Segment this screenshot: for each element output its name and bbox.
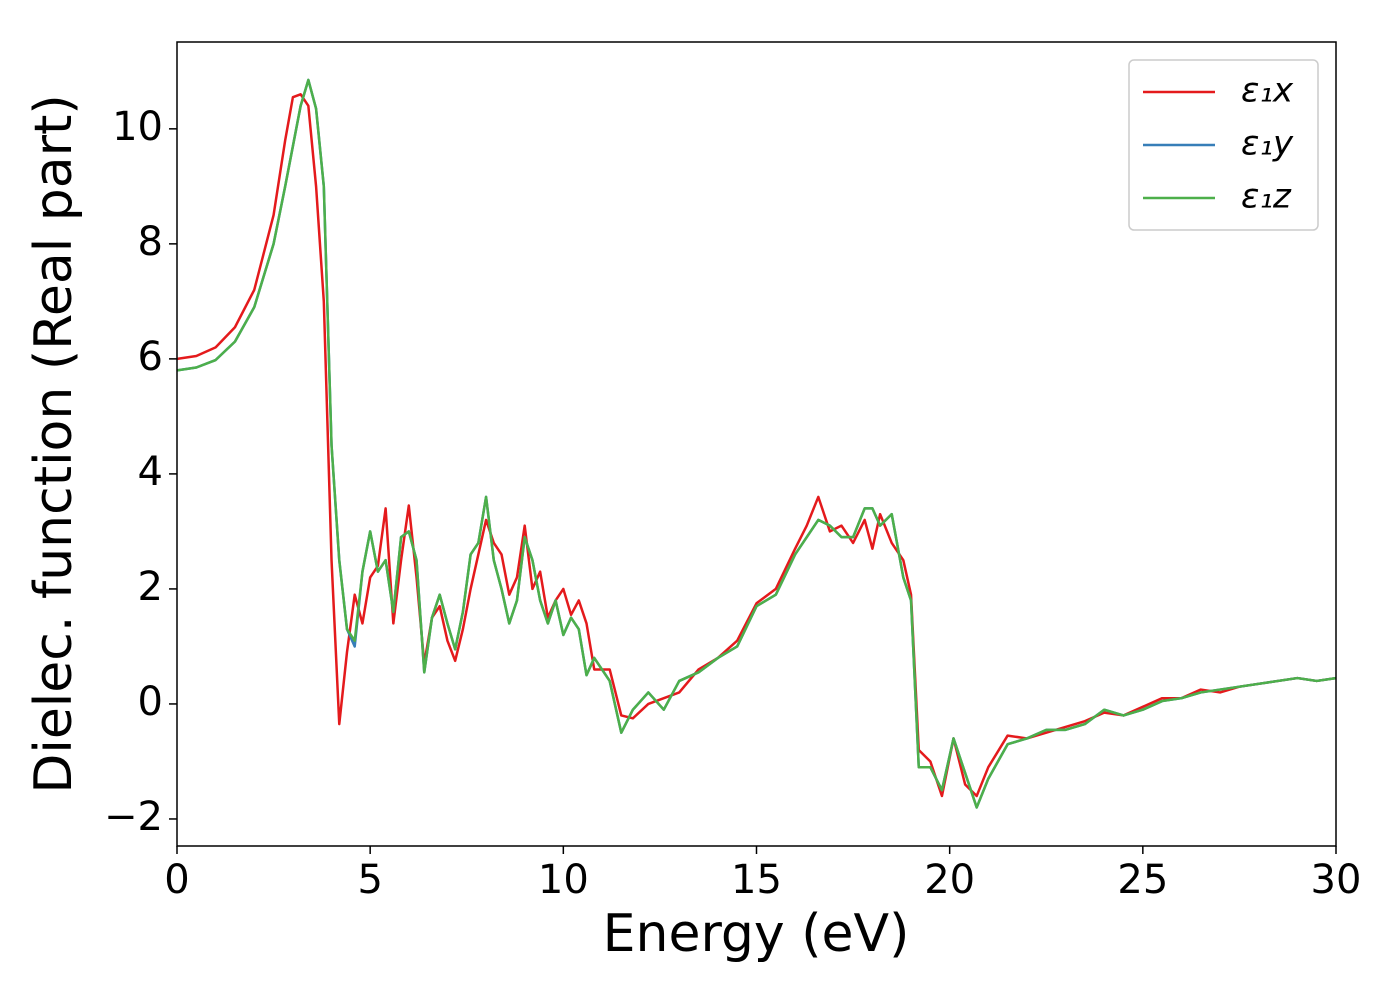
x-tick-label: 25	[1117, 857, 1168, 903]
x-axis-label: Energy (eV)	[603, 904, 910, 964]
y-tick-label: 10	[112, 104, 163, 150]
y-axis-label: Dielec. function (Real part)	[24, 94, 84, 793]
x-tick-label: 15	[731, 857, 782, 903]
legend-label: ε₁x	[1241, 71, 1294, 111]
series-line	[177, 78, 1336, 809]
x-tick-label: 20	[924, 857, 975, 903]
x-tick-label: 5	[357, 857, 382, 903]
x-tick-label: 10	[538, 857, 589, 903]
legend-label: ε₁y	[1241, 124, 1294, 164]
x-tick-label: 30	[1311, 857, 1362, 903]
y-tick-label: 8	[138, 219, 163, 265]
x-tick-label: 0	[164, 857, 189, 903]
y-tick-label: −2	[104, 794, 163, 840]
legend-label: ε₁z	[1241, 177, 1292, 217]
y-tick-label: 2	[138, 564, 163, 610]
legend-box	[1128, 59, 1319, 231]
y-tick-label: 4	[138, 449, 163, 495]
y-tick-label: 6	[138, 334, 163, 380]
y-tick-label: 0	[138, 679, 163, 725]
plot-frame	[176, 41, 1337, 847]
